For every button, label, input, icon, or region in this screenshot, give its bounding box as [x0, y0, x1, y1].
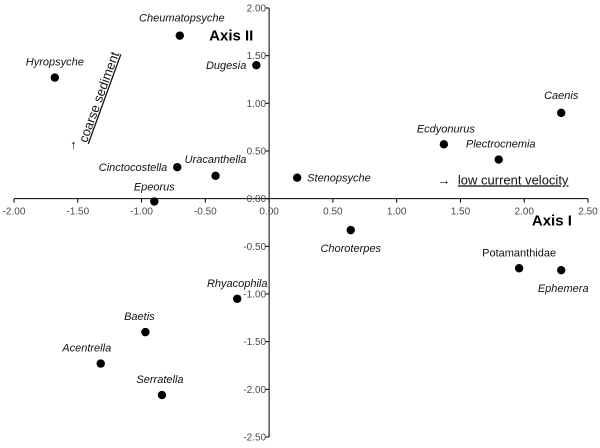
- y-tick-label: 2.00: [247, 4, 267, 15]
- data-point: [514, 264, 524, 273]
- y-tick-label: -0.50: [243, 242, 266, 253]
- data-point: [346, 225, 355, 235]
- y-tick-label: -2.50: [243, 433, 266, 444]
- data-point: [211, 171, 220, 180]
- point-label: Ecdyonurus: [417, 123, 476, 135]
- y-axis-title: Axis II: [209, 27, 253, 44]
- data-point: [157, 390, 167, 400]
- y-tick-label: 0.00: [247, 194, 267, 205]
- up-arrow-icon: ↑: [70, 137, 77, 152]
- point-label: Epeorus: [134, 182, 175, 194]
- x-tick-label: -0.50: [194, 207, 217, 218]
- x-direction-annotation: → low current velocity: [437, 172, 568, 187]
- x-tick-label: 2.00: [514, 207, 534, 218]
- x-tick-label: 0.00: [259, 207, 279, 218]
- data-point: [173, 163, 182, 172]
- data-point: [439, 140, 449, 149]
- x-tick-label: -1.50: [66, 207, 89, 218]
- point-label: Dugesia: [206, 60, 246, 72]
- point-labels: Cheumatopsyche Hyropsyche Dugesia Caenis Ecd…: [26, 13, 589, 386]
- data-point: [175, 31, 185, 40]
- x-tick-label: 0.50: [323, 207, 343, 218]
- y-tick-label: -1.00: [243, 290, 266, 301]
- x-tick-label: 1.50: [451, 207, 471, 218]
- point-label: Plectrocnemia: [466, 139, 536, 151]
- point-label: Potamanthidae: [482, 247, 556, 259]
- x-tick-label: 2.50: [578, 207, 598, 218]
- data-point: [557, 108, 566, 118]
- x-tick-label: 1.00: [387, 207, 407, 218]
- right-arrow-icon: →: [437, 172, 450, 187]
- data-point: [292, 173, 302, 182]
- point-label: Caenis: [544, 90, 579, 102]
- point-label: Stenopsyche: [307, 173, 371, 185]
- point-label: Uracanthella: [185, 154, 247, 166]
- x-axis-title: Axis I: [532, 212, 572, 229]
- data-point: [233, 294, 242, 303]
- point-label: Ephemera: [538, 283, 589, 295]
- point-label: Acentrella: [61, 343, 111, 355]
- data-point: [141, 327, 150, 337]
- point-label: Cinctocostella: [99, 162, 167, 174]
- data-point: [557, 265, 566, 275]
- data-point: [150, 197, 159, 206]
- data-point: [494, 155, 503, 164]
- point-label: Choroterpes: [320, 243, 381, 255]
- y-tick-label: 1.00: [247, 99, 267, 110]
- point-label: Rhyacophila: [207, 278, 268, 290]
- x-tick-label: -2.00: [3, 207, 26, 218]
- data-point: [252, 60, 261, 70]
- y-tick-label: -1.50: [243, 337, 266, 348]
- x-direction-label: low current velocity: [458, 172, 569, 187]
- x-tick-label: -1.00: [130, 207, 153, 218]
- y-tick-label: -2.00: [243, 385, 266, 396]
- y-tick-label: 1.50: [247, 51, 267, 62]
- point-label: Cheumatopsyche: [139, 13, 225, 25]
- data-point: [50, 73, 60, 82]
- point-label: Baetis: [124, 311, 155, 323]
- data-point: [96, 359, 105, 368]
- point-label: Hyropsyche: [26, 57, 84, 69]
- data-points: [50, 31, 566, 400]
- point-label: Serratella: [136, 374, 183, 386]
- axes: [13, 7, 589, 438]
- y-tick-label: 0.50: [247, 147, 267, 158]
- tick-labels: -2.00 -1.50 -1.00 -0.50 0.00 0.50 1.00 1.50 2.00…: [3, 4, 599, 444]
